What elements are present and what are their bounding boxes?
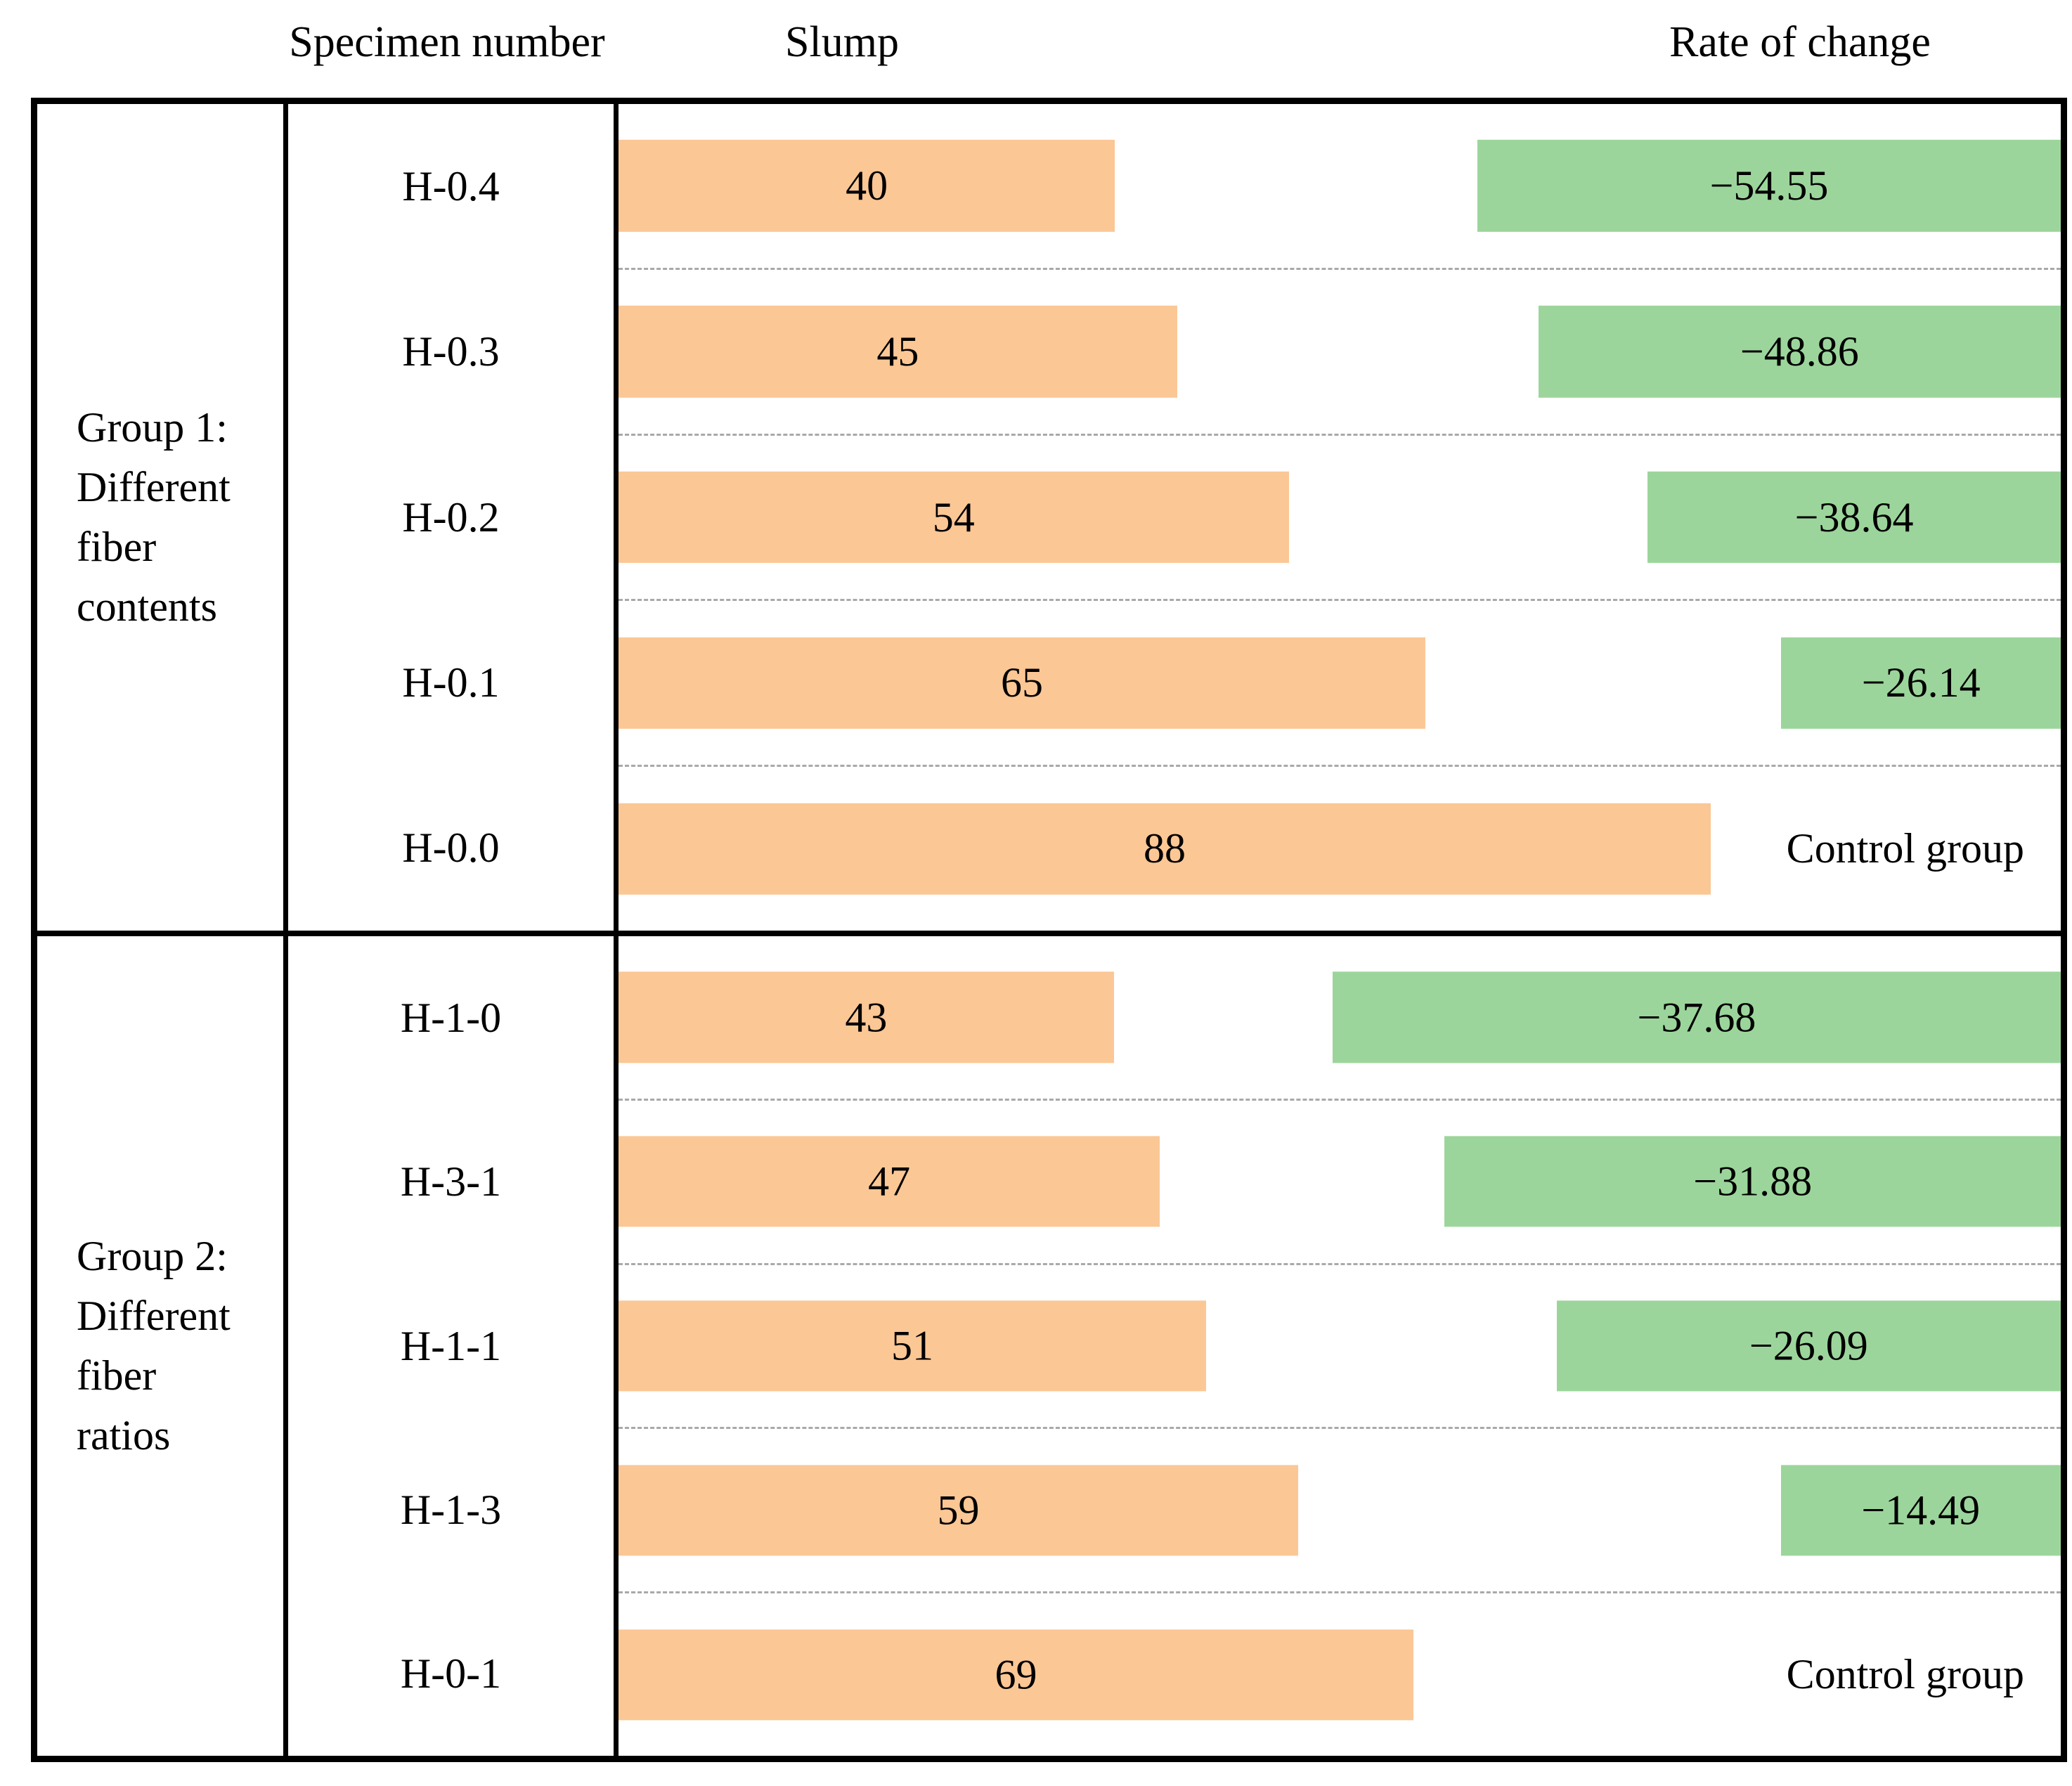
slump-bar: 69 (619, 1629, 1414, 1721)
specimen-label: H-0.3 (402, 328, 500, 375)
group-label-line: contents (77, 583, 217, 630)
specimen-label: H-3-1 (400, 1158, 502, 1205)
specimen-label: H-0.1 (402, 659, 500, 706)
specimen-label: H-0.2 (402, 493, 500, 541)
group-1-label: Group 1: Different fiber contents (37, 104, 288, 931)
slump-value-label: 40 (846, 162, 888, 209)
group-1-section: Group 1: Different fiber contents H-0.4 … (37, 104, 2061, 931)
specimen-label: H-0.4 (402, 163, 500, 210)
slump-bar: 40 (619, 140, 1115, 232)
specimen-label: H-1-3 (400, 1486, 502, 1533)
chart-row: 40 −54.55 (619, 104, 2061, 268)
rate-bar: −14.49 (1780, 1465, 2061, 1556)
chart-row: 47 −31.88 (619, 1098, 2061, 1263)
rate-bar: −48.86 (1538, 306, 2061, 398)
rate-value-label: −54.55 (1709, 162, 1829, 209)
group-label-line: fiber (77, 1352, 157, 1399)
slump-bar: 45 (619, 306, 1177, 398)
slump-value-label: 59 (937, 1487, 980, 1534)
control-group-label: Control group (1786, 1651, 2024, 1698)
comparison-table: Group 1: Different fiber contents H-0.4 … (31, 98, 2067, 1762)
slump-value-label: 54 (932, 493, 975, 541)
chart-row: 69 Control group (619, 1591, 2061, 1756)
chart-row: 65 −26.14 (619, 599, 2061, 765)
group-divider-line (37, 931, 2061, 936)
slump-value-label: 69 (995, 1651, 1037, 1698)
column-header-rate-of-change: Rate of change (1669, 18, 1931, 66)
group-label-line: fiber (77, 524, 157, 570)
rate-value-label: −26.14 (1861, 659, 1981, 706)
group-label-line: ratios (77, 1412, 171, 1458)
rate-value-label: −37.68 (1637, 993, 1756, 1040)
slump-bar: 47 (619, 1136, 1160, 1227)
rate-bar: −37.68 (1332, 971, 2061, 1063)
group-label-line: Different (77, 464, 231, 510)
slump-value-label: 47 (868, 1158, 911, 1205)
rate-value-label: −26.09 (1749, 1322, 1868, 1369)
specimen-label: H-1-0 (400, 995, 502, 1042)
slump-value-label: 51 (891, 1322, 933, 1369)
chart-row: 45 −48.86 (619, 267, 2061, 434)
slump-bar: 54 (619, 471, 1289, 564)
group-1-specimen-column: H-0.4 H-0.3 H-0.2 H-0.1 H-0.0 (288, 104, 619, 931)
group-label-line: Different (77, 1293, 231, 1339)
group-2-chart-area: 43 −37.68 47 −31.88 51 −26.09 59 −14.49 … (619, 936, 2061, 1756)
column-header-slump: Slump (785, 18, 899, 66)
chart-row: 88 Control group (619, 765, 2061, 931)
specimen-label: H-0.0 (402, 824, 500, 871)
slump-bar: 65 (619, 637, 1425, 729)
group-2-section: Group 2: Different fiber ratios H-1-0 H-… (37, 936, 2061, 1756)
rate-value-label: −48.86 (1740, 328, 1859, 375)
group-1-chart-area: 40 −54.55 45 −48.86 54 −38.64 65 −26.14 … (619, 104, 2061, 931)
rate-bar: −54.55 (1477, 140, 2061, 232)
rate-bar: −31.88 (1444, 1136, 2061, 1227)
chart-row: 43 −37.68 (619, 936, 2061, 1099)
specimen-label: H-1-1 (400, 1322, 502, 1369)
rate-bar: −38.64 (1647, 471, 2061, 564)
group-label-line: Group 2: (77, 1233, 228, 1279)
slump-value-label: 88 (1143, 825, 1186, 872)
slump-value-label: 65 (1000, 659, 1043, 706)
slump-bar: 88 (619, 803, 1711, 895)
chart-row: 54 −38.64 (619, 433, 2061, 600)
specimen-label: H-0-1 (400, 1650, 502, 1697)
rate-bar: −26.09 (1556, 1300, 2061, 1392)
slump-bar: 43 (619, 971, 1114, 1063)
rate-value-label: −14.49 (1861, 1487, 1981, 1534)
slump-value-label: 45 (876, 328, 919, 375)
slump-bar: 51 (619, 1300, 1206, 1392)
group-2-label: Group 2: Different fiber ratios (37, 936, 288, 1756)
chart-row: 59 −14.49 (619, 1427, 2061, 1591)
rate-value-label: −38.64 (1794, 493, 1914, 541)
chart-row: 51 −26.09 (619, 1262, 2061, 1428)
group-label-line: Group 1: (77, 404, 228, 451)
column-header-specimen-number: Specimen number (289, 18, 605, 66)
group-2-specimen-column: H-1-0 H-3-1 H-1-1 H-1-3 H-0-1 (288, 936, 619, 1756)
slump-value-label: 43 (845, 993, 888, 1040)
rate-value-label: −31.88 (1693, 1158, 1813, 1205)
rate-bar: −26.14 (1781, 637, 2061, 729)
control-group-label: Control group (1786, 825, 2024, 872)
slump-bar: 59 (619, 1465, 1299, 1556)
